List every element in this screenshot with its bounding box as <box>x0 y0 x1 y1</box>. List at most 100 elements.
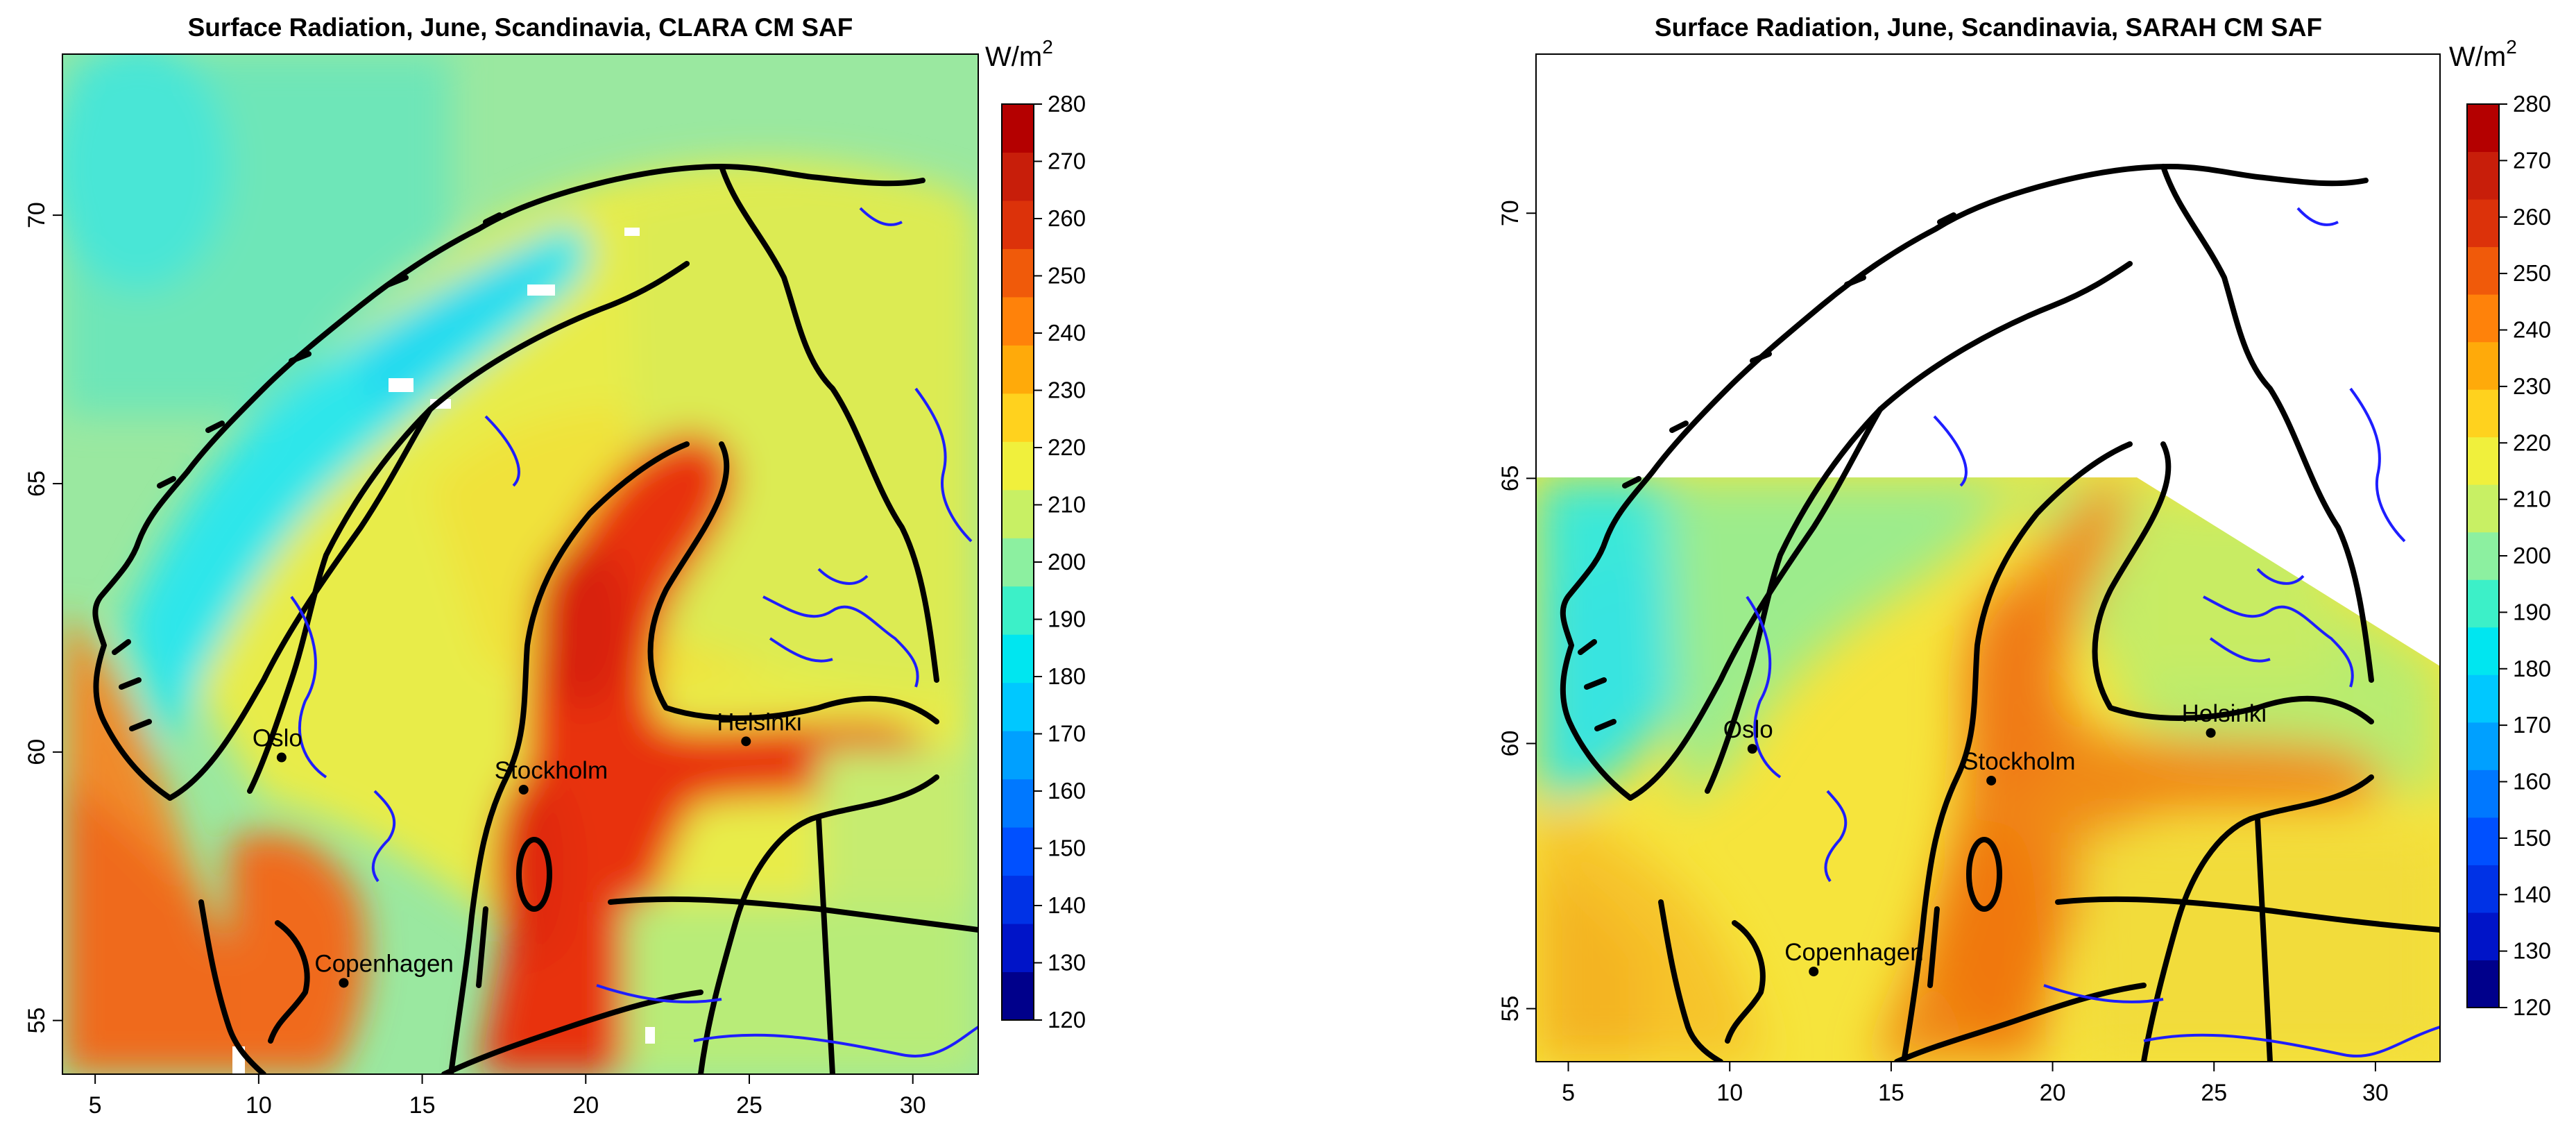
colorbar-tick-label: 170 <box>2513 712 2551 738</box>
colorbar-tick-label: 260 <box>2513 204 2551 230</box>
panel-title-sarah: Surface Radiation, June, Scandinavia, SA… <box>1655 13 2322 42</box>
colorbar-tick-label: 240 <box>2513 317 2551 343</box>
y-tick-label: 65 <box>1497 465 1524 491</box>
panel-title-clara: Surface Radiation, June, Scandinavia, CL… <box>188 13 853 42</box>
colorbar-tick-label: 150 <box>1048 835 1086 861</box>
y-tick-label: 60 <box>24 739 50 765</box>
y-tick-label: 60 <box>1497 731 1524 757</box>
colorbar-tick-label: 140 <box>1048 892 1086 918</box>
map-raster-clara <box>62 54 978 1074</box>
colorbar-segment <box>1002 248 1034 298</box>
city-marker <box>1809 967 1819 977</box>
colorbar-segment <box>2467 579 2499 628</box>
colorbar-tick-label: 210 <box>1048 492 1086 518</box>
colorbar-segment <box>1002 731 1034 780</box>
colorbar-segment <box>2467 912 2499 960</box>
colorbar-segment <box>1002 296 1034 346</box>
y-tick-label: 70 <box>24 202 50 228</box>
city-label: Copenhagen <box>1784 939 1923 966</box>
colorbar-tick-label: 220 <box>1048 434 1086 460</box>
colorbar-sarah: 120 130 140 150 160 170 180 190 200 210 220 230 240 2… <box>2449 36 2551 1020</box>
colorbar-segment <box>1002 827 1034 876</box>
colorbar-segment <box>1002 538 1034 587</box>
colorbar-segment <box>1002 634 1034 683</box>
lakes-rivers-clara <box>290 207 978 1058</box>
colorbar-tick-label: 130 <box>2513 938 2551 964</box>
panel-clara: Surface Radiation, June, Scandinavia, CL… <box>24 13 1086 1119</box>
colorbar-segment <box>2467 436 2499 485</box>
colorbar-tick-label: 280 <box>2513 91 2551 117</box>
city-marker <box>518 784 529 795</box>
x-tick-label: 15 <box>1878 1080 1904 1106</box>
city-label: Helsinki <box>717 708 802 736</box>
city-label: Oslo <box>1723 716 1773 743</box>
city-marker <box>276 752 287 763</box>
city-marker <box>339 978 349 988</box>
colorbar-unit: W/m2 <box>2449 36 2517 72</box>
y-tick-label: 55 <box>1497 996 1524 1022</box>
unit-base: W/m <box>985 42 1042 72</box>
colorbar-clara: 120 130 140 150 160 170 180 190 200 210 220 230 240 2… <box>985 36 1086 1033</box>
colorbar-segment <box>2467 817 2499 865</box>
colorbar-tick-label: 160 <box>2513 769 2551 795</box>
colorbar-segment <box>2467 104 2499 153</box>
colorbar-tick-label: 180 <box>2513 656 2551 681</box>
colorbar-tick-label: 160 <box>1048 778 1086 804</box>
frame-sarah <box>1535 53 2441 1062</box>
colorbar-segment <box>1002 924 1034 973</box>
city-marker <box>1747 744 1757 754</box>
axes-clara: 5 10 15 20 25 30 55 60 65 70 <box>24 202 926 1119</box>
panel-sarah: Surface Radiation, June, Scandinavia, SA… <box>1497 13 2551 1106</box>
coastlines-clara <box>92 164 978 1074</box>
colorbar-tick-label: 120 <box>1048 1007 1086 1033</box>
x-tick-label: 5 <box>89 1092 102 1119</box>
colorbar-segment <box>2467 389 2499 438</box>
y-tick-label: 55 <box>24 1008 50 1034</box>
colorbar-segment <box>1002 345 1034 394</box>
colorbar-tick-label: 200 <box>2513 543 2551 568</box>
city-marker <box>2206 728 2216 738</box>
colorbar-tick-label: 240 <box>1048 320 1086 346</box>
city-labels-clara: Oslo Stockholm Helsinki Copenhagen <box>253 708 802 988</box>
colorbar-segment <box>2467 865 2499 913</box>
colorbar-segment <box>2467 674 2499 723</box>
colorbar-tick-label: 260 <box>1048 205 1086 231</box>
x-tick-label: 25 <box>736 1092 762 1119</box>
colorbar-segment <box>2467 484 2499 533</box>
colorbar-segment <box>2467 960 2499 1008</box>
city-labels-sarah: Oslo Stockholm Helsinki Copenhagen <box>1723 700 2267 977</box>
colorbar-tick-label: 220 <box>2513 430 2551 455</box>
colorbar-segment <box>1002 393 1034 442</box>
x-tick-label: 25 <box>2201 1080 2227 1106</box>
colorbar-segment <box>1002 441 1034 491</box>
colorbar-segment <box>2467 627 2499 675</box>
y-tick-label: 70 <box>1497 200 1524 226</box>
colorbar-segment <box>2467 770 2499 818</box>
x-tick-label: 5 <box>1562 1080 1575 1106</box>
colorbar-segment <box>1002 779 1034 828</box>
city-label: Helsinki <box>2182 700 2267 727</box>
colorbar-tick-label: 200 <box>1048 549 1086 575</box>
colorbar-tick-label: 280 <box>1048 91 1086 117</box>
colorbar-tick-label: 190 <box>2513 599 2551 625</box>
city-marker <box>741 736 751 747</box>
colorbar-segment <box>2467 246 2499 295</box>
x-tick-label: 30 <box>900 1092 926 1119</box>
colorbar-segment <box>1002 104 1034 153</box>
colorbar-segment <box>1002 682 1034 731</box>
unit-exponent: 2 <box>2506 36 2517 58</box>
x-tick-label: 15 <box>409 1092 436 1119</box>
city-label: Stockholm <box>1962 748 2075 775</box>
colorbar-tick-label: 140 <box>2513 881 2551 907</box>
x-tick-label: 30 <box>2362 1080 2389 1106</box>
colorbar-tick-label: 250 <box>1048 263 1086 289</box>
colorbar-segment <box>2467 151 2499 200</box>
x-tick-label: 10 <box>1716 1080 1743 1106</box>
coastlines-sarah <box>1560 164 2440 1062</box>
y-tick-label: 65 <box>24 470 50 497</box>
colorbar-segment <box>1002 200 1034 249</box>
city-marker <box>1986 775 1997 785</box>
colorbar-tick-label: 270 <box>2513 147 2551 173</box>
map-raster-sarah <box>1536 54 2440 1062</box>
x-tick-label: 20 <box>2040 1080 2066 1106</box>
